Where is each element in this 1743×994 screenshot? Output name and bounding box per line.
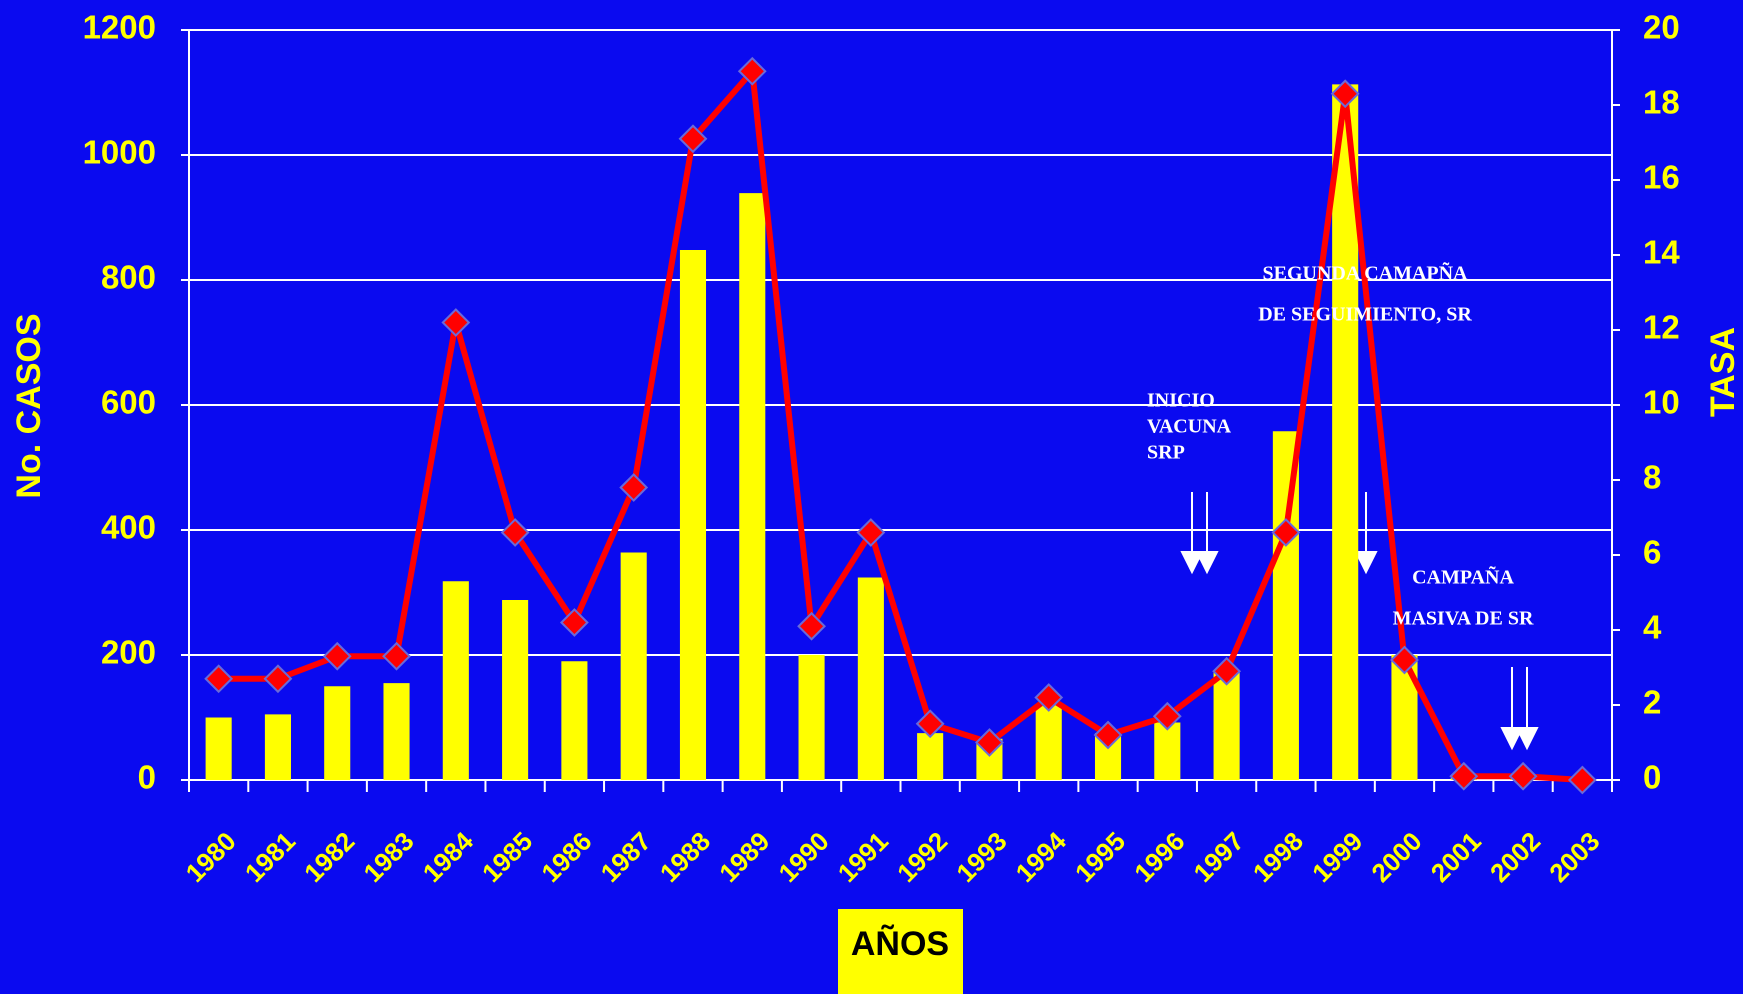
line-marker (500, 518, 530, 547)
annotation: MASIVA DE SR (1393, 608, 1534, 630)
bar (205, 717, 232, 780)
line (218, 68, 1583, 783)
y-tick-label: 800 (101, 259, 156, 296)
y-tick-label: 0 (138, 759, 156, 796)
bar (561, 661, 588, 780)
bar (679, 250, 707, 780)
line-marker (1093, 720, 1123, 750)
y2-tick-label: 18 (1643, 84, 1680, 121)
line-marker (441, 308, 471, 337)
line-marker (263, 664, 293, 694)
bar (502, 600, 529, 780)
y2-tick-label: 0 (1643, 759, 1661, 796)
line-marker (856, 518, 886, 547)
line-marker (1567, 765, 1597, 795)
y-tick-label: 400 (101, 509, 156, 546)
line-marker (1449, 761, 1479, 791)
bar (264, 714, 291, 780)
y2-tick-label: 16 (1643, 159, 1680, 196)
y2-tick-label: 14 (1643, 234, 1680, 271)
annotation: SRP (1147, 442, 1185, 464)
line-marker (1152, 701, 1182, 731)
y2-axis-title: TASA (1704, 327, 1742, 417)
bar (739, 193, 766, 780)
line-marker (1212, 656, 1242, 686)
y2-tick-label: 2 (1643, 684, 1661, 721)
line-marker (1271, 518, 1301, 547)
y2-tick-label: 10 (1643, 384, 1680, 421)
y-tick-label: 1200 (83, 9, 156, 46)
y2-tick-label: 20 (1643, 9, 1680, 46)
line-marker (737, 56, 767, 86)
line-marker (678, 124, 708, 154)
y2-tick-label: 4 (1643, 609, 1662, 646)
line-marker (1390, 645, 1419, 675)
y-tick-label: 600 (101, 384, 156, 421)
y2-tick-label: 6 (1643, 534, 1661, 571)
line-marker (797, 611, 826, 641)
line-marker (1034, 683, 1064, 712)
line-marker (915, 709, 945, 739)
line-marker (619, 473, 649, 502)
bar (383, 683, 410, 780)
y2-tick-label: 12 (1643, 309, 1680, 346)
annotation: DE SEGUIMIENTO, SR (1258, 304, 1472, 326)
x-axis-title-box (838, 909, 963, 994)
line-marker (322, 641, 352, 671)
line-marker (559, 608, 589, 637)
annotation: VACUNA (1147, 416, 1232, 438)
bar (1154, 722, 1181, 780)
y-axis-title: No. CASOS (10, 313, 48, 498)
line-marker (1330, 79, 1360, 109)
line-marker (382, 641, 411, 671)
bar (620, 552, 647, 780)
bar (1213, 672, 1240, 780)
bar (917, 733, 944, 780)
y2-tick-label: 8 (1643, 459, 1661, 496)
y-tick-label: 200 (101, 634, 156, 671)
y-tick-label: 1000 (83, 134, 156, 171)
bar (798, 655, 825, 780)
line-marker (204, 664, 234, 694)
bar (1035, 705, 1062, 780)
annotation: SEGUNDA CAMAPÑA (1263, 262, 1469, 285)
annotation: CAMPAÑA (1412, 566, 1514, 589)
line-marker (975, 728, 1004, 757)
annotation: INICIO (1147, 390, 1215, 412)
bar (857, 577, 884, 780)
bar (324, 686, 351, 780)
bar (442, 581, 469, 780)
line-marker (1508, 761, 1538, 791)
x-axis-title: AÑOS (851, 925, 949, 963)
